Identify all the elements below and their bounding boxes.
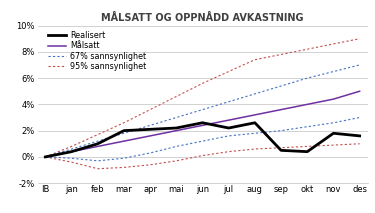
- Title: MÅLSATT OG OPPNÅDD AVKASTNING: MÅLSATT OG OPPNÅDD AVKASTNING: [101, 13, 304, 23]
- Legend: Realisert, Målsatt, 67% sannsynlighet, 95% sannsynlighet: Realisert, Målsatt, 67% sannsynlighet, 9…: [48, 31, 146, 71]
